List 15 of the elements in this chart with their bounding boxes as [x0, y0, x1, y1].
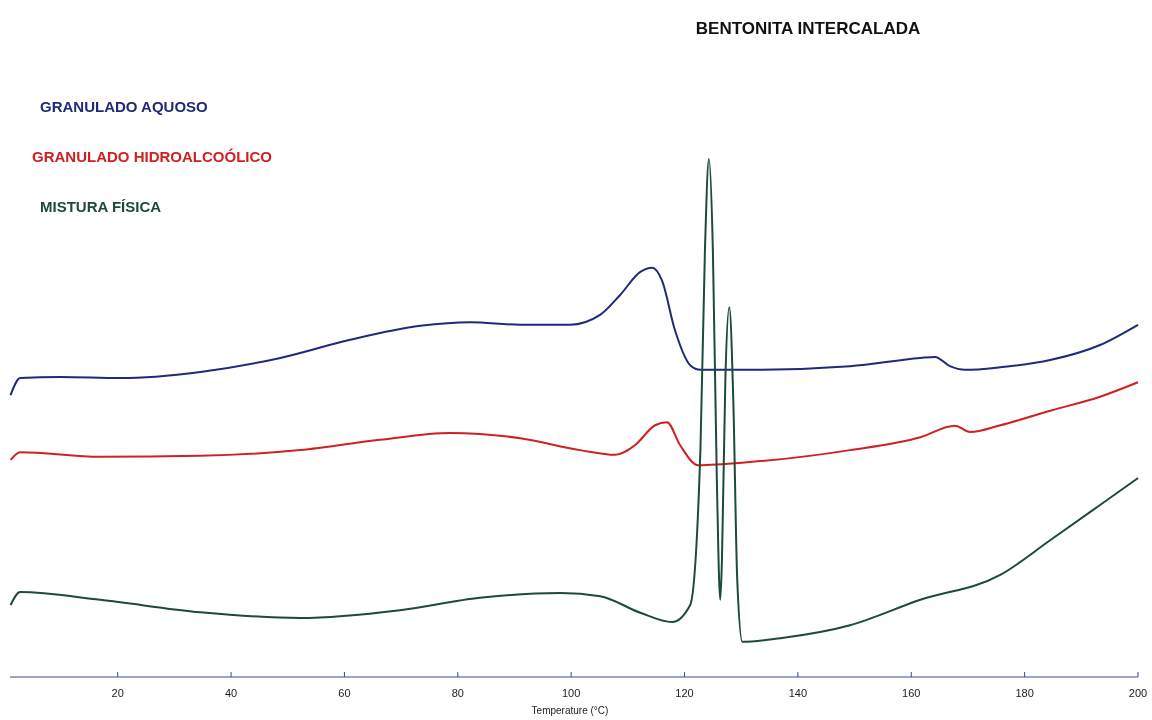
x-tick-label: 40	[224, 687, 238, 699]
x-tick-label: 160	[902, 687, 921, 699]
x-tick-label: 100	[561, 687, 581, 699]
x-tick-label: 80	[451, 687, 464, 699]
x-tick-label: 140	[788, 687, 808, 699]
x-tick-label: 60	[338, 687, 351, 699]
text: GRANULADO AQUOSO	[40, 98, 209, 115]
text: MISTURA FÍSICA	[40, 198, 162, 215]
x-tick-label: 180	[1015, 687, 1034, 699]
x-tick-label: 200	[1128, 687, 1148, 699]
text: GRANULADO HIDROALCOÓLICO	[32, 148, 273, 165]
x-axis-title: Temperature (°C)	[531, 705, 609, 716]
x-tick-label: 120	[675, 687, 694, 699]
x-tick-label: 20	[111, 687, 124, 699]
chart-title: BENTONITA INTERCALADA	[695, 19, 921, 38]
